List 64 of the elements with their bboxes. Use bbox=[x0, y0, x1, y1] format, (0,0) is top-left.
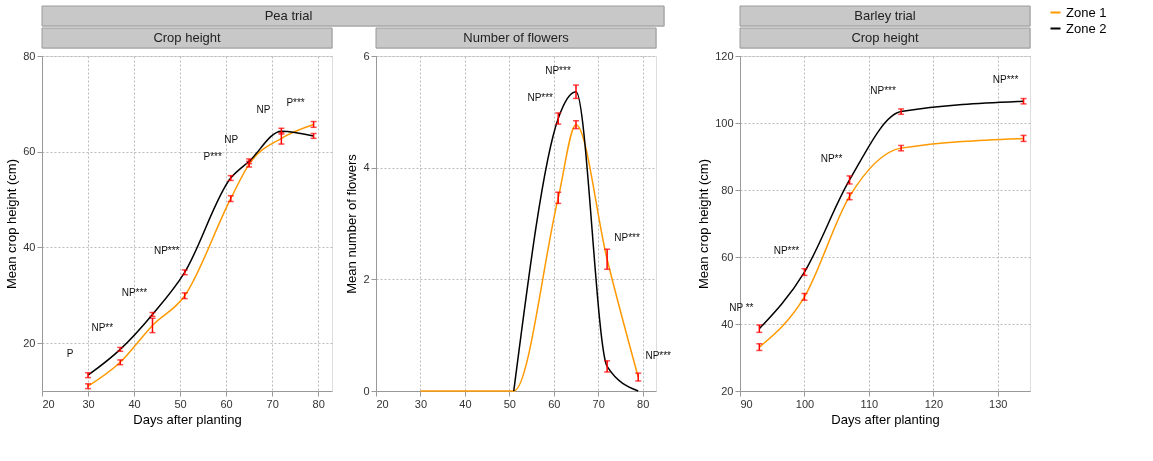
annotation: NP bbox=[224, 134, 239, 146]
x-tick-label: 120 bbox=[924, 397, 944, 410]
annotation: NP*** bbox=[527, 91, 554, 103]
annotation: NP*** bbox=[614, 232, 640, 244]
x-tick-label: 80 bbox=[312, 397, 325, 410]
annotation: NP ** bbox=[729, 301, 754, 313]
legend-label: Zone 2 bbox=[1066, 20, 1107, 36]
y-axis-title: Mean crop height (cm) bbox=[4, 158, 20, 290]
y-tick-label: 40 bbox=[721, 317, 734, 330]
y-tick-label: 20 bbox=[23, 336, 36, 349]
y-tick-label: 80 bbox=[721, 183, 734, 196]
x-axis-title: Days after planting bbox=[133, 411, 242, 427]
x-tick-label: 110 bbox=[860, 397, 879, 410]
x-tick-label: 20 bbox=[376, 397, 389, 410]
y-tick-label: 120 bbox=[715, 49, 734, 62]
annotation: NP*** bbox=[773, 245, 800, 257]
y-tick-label: 2 bbox=[363, 272, 370, 285]
x-tick-label: 20 bbox=[42, 397, 55, 410]
x-tick-label: 40 bbox=[128, 397, 141, 410]
annotation: P bbox=[66, 348, 74, 360]
line-series bbox=[419, 123, 639, 392]
annotation: NP** bbox=[91, 322, 114, 334]
annotation: P*** bbox=[203, 151, 222, 163]
annotation: NP*** bbox=[121, 287, 148, 299]
chart-title: Barley trial bbox=[854, 8, 916, 23]
y-axis-title: Mean crop height (cm) bbox=[696, 158, 712, 290]
x-axis-title: Days after planting bbox=[831, 411, 940, 427]
y-tick-label: 80 bbox=[23, 49, 36, 62]
x-tick-label: 40 bbox=[459, 397, 472, 410]
annotation: NP*** bbox=[870, 84, 896, 96]
x-tick-label: 80 bbox=[637, 397, 650, 410]
y-tick-label: 6 bbox=[363, 49, 370, 62]
x-tick-label: 50 bbox=[503, 397, 516, 410]
annotation: NP*** bbox=[645, 350, 672, 362]
y-tick-label: 60 bbox=[721, 250, 734, 263]
y-tick-label: 20 bbox=[721, 384, 734, 397]
x-tick-label: 30 bbox=[414, 397, 428, 410]
y-axis-title: Mean number of flowers bbox=[344, 153, 360, 294]
x-tick-label: 30 bbox=[82, 397, 95, 410]
x-tick-label: 50 bbox=[174, 397, 187, 410]
annotation: NP*** bbox=[545, 64, 571, 76]
annotation: NP*** bbox=[992, 74, 1019, 86]
y-tick-label: 60 bbox=[23, 145, 36, 158]
annotation: NP bbox=[256, 104, 271, 116]
line-series bbox=[513, 90, 639, 392]
x-tick-label: 60 bbox=[220, 397, 233, 410]
x-tick-label: 90 bbox=[740, 397, 753, 410]
x-tick-label: 130 bbox=[989, 397, 1008, 410]
y-tick-label: 4 bbox=[363, 161, 370, 174]
legend-label: Zone 1 bbox=[1066, 4, 1107, 20]
x-tick-label: 100 bbox=[795, 397, 815, 410]
y-tick-label: 0 bbox=[363, 384, 370, 397]
chart-subtitle: Number of flowers bbox=[463, 30, 570, 45]
x-tick-label: 60 bbox=[548, 397, 561, 410]
annotation: P*** bbox=[286, 97, 305, 109]
y-tick-label: 40 bbox=[23, 240, 36, 253]
annotation: NP** bbox=[820, 152, 843, 164]
annotation: NP*** bbox=[153, 245, 180, 257]
x-tick-label: 70 bbox=[266, 397, 279, 410]
chart-title: Pea trial bbox=[264, 8, 313, 23]
chart-subtitle: Crop height bbox=[851, 30, 919, 45]
x-tick-label: 70 bbox=[592, 397, 605, 410]
chart-subtitle: Crop height bbox=[153, 30, 221, 45]
y-tick-label: 100 bbox=[715, 116, 734, 129]
